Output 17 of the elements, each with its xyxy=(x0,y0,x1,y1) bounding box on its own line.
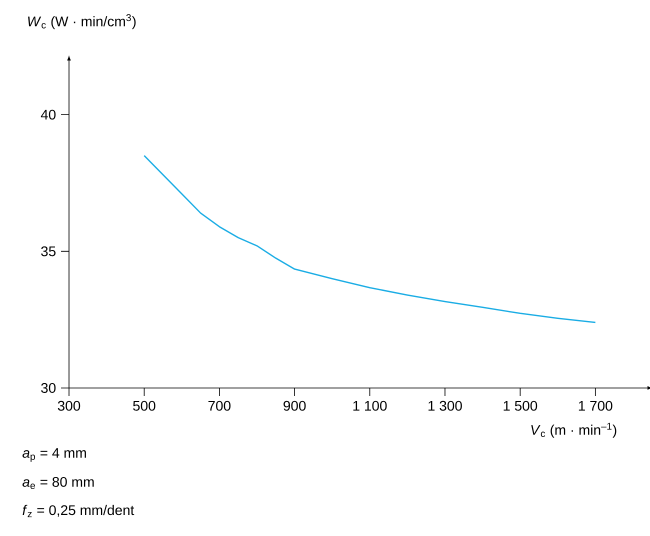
y-tick-label: 40 xyxy=(40,110,56,120)
y-tick-label: 30 xyxy=(41,383,56,393)
x-axis-title: V$_{c}$ (m · min$^{–1}$) xyxy=(531,422,616,438)
y-axis-title: W$_{c}$ (W · min/cm$^{3}$) xyxy=(28,14,136,30)
line-series xyxy=(144,154,596,324)
x-tick-label: 700 xyxy=(208,400,231,411)
x-tick-label: 1 300 xyxy=(428,400,462,411)
y-tick-label: 35 xyxy=(41,246,56,256)
x-tick-label: 900 xyxy=(284,400,306,411)
x-tick-label: 1 100 xyxy=(353,400,387,411)
x-tick-label: 300 xyxy=(58,400,80,411)
text: a$_{p}$ = 4 mm xyxy=(22,448,86,462)
x-tick-label: 500 xyxy=(133,400,156,411)
text: a$_{e}$ = 80 mm xyxy=(22,476,94,489)
x-tick-label: 1 700 xyxy=(578,400,612,411)
x-tick-label: 1 500 xyxy=(504,400,538,411)
text: f$_{z}$ = 0,25 mm/dent xyxy=(22,504,134,518)
